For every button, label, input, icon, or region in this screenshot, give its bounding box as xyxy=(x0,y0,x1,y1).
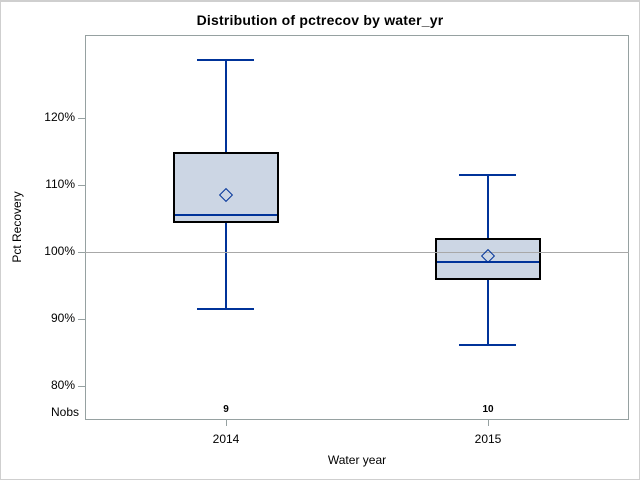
x-tick-mark-2015 xyxy=(488,420,489,426)
y-tick-label: 120% xyxy=(44,110,75,124)
y-tick-label: 90% xyxy=(50,311,75,325)
y-tick-label: 110% xyxy=(45,177,75,191)
x-tick-label-2014: 2014 xyxy=(212,432,240,446)
y-tick-label: 80% xyxy=(50,378,75,392)
reference-line xyxy=(85,252,629,253)
whisker-cap-top-2015 xyxy=(459,174,516,176)
whisker-cap-bottom-2014 xyxy=(197,308,254,310)
chart-title: Distribution of pctrecov by water_yr xyxy=(196,12,444,28)
whisker-stem-bottom-2015 xyxy=(487,280,489,345)
y-tick-mark xyxy=(78,185,85,186)
x-tick-mark-2014 xyxy=(226,420,227,426)
nobs-value-2015: 10 xyxy=(482,404,494,415)
box-2015 xyxy=(435,238,541,280)
nobs-value-2014: 9 xyxy=(223,404,229,415)
y-tick-label: 100% xyxy=(44,244,75,258)
y-tick-mark xyxy=(78,118,85,119)
median-line-2014 xyxy=(175,214,277,216)
y-tick-mark xyxy=(78,252,85,253)
whisker-cap-top-2014 xyxy=(197,59,254,61)
median-line-2015 xyxy=(437,261,539,263)
x-axis-title: Water year xyxy=(327,453,387,467)
y-tick-mark xyxy=(78,386,85,387)
plot-area xyxy=(85,35,629,420)
whisker-stem-top-2015 xyxy=(487,175,489,238)
y-tick-mark xyxy=(78,319,85,320)
whisker-stem-top-2014 xyxy=(225,60,227,152)
nobs-row-label: Nobs xyxy=(50,405,79,419)
box-2014 xyxy=(173,152,279,223)
x-tick-label-2015: 2015 xyxy=(474,432,502,446)
whisker-stem-bottom-2014 xyxy=(225,223,227,309)
whisker-cap-bottom-2015 xyxy=(459,344,516,346)
